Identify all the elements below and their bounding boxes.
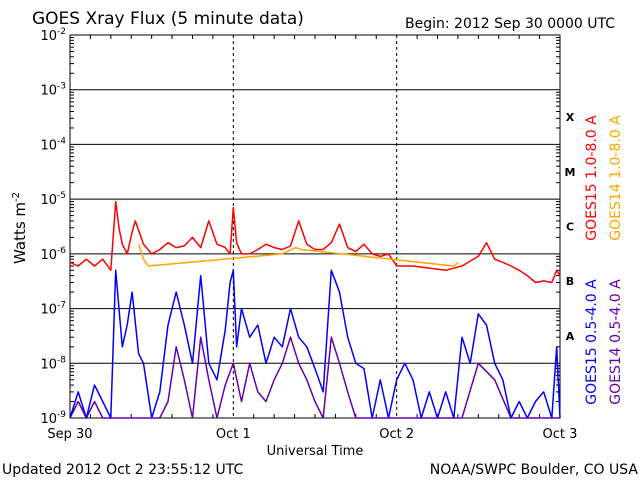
- flare-class-label: A: [566, 330, 575, 343]
- series-line-1: [137, 243, 460, 267]
- chart-title: GOES Xray Flux (5 minute data): [32, 9, 304, 29]
- y-tick-label: 10-8: [40, 355, 66, 372]
- series-line-3: [69, 336, 560, 419]
- x-tick-label: Sep 30: [47, 427, 92, 442]
- plot-frame: [69, 34, 561, 419]
- grid: [70, 35, 560, 418]
- legend-entry: GOES14 1.0-8.0 A: [608, 115, 624, 241]
- legend-entry: GOES14 0.5-4.0 A: [608, 279, 624, 405]
- x-tick-label: Oct 1: [216, 427, 251, 442]
- updated-timestamp: Updated 2012 Oct 2 23:55:12 UTC: [2, 462, 243, 478]
- series-line-0: [69, 200, 561, 284]
- y-tick-label: 10-3: [40, 82, 66, 99]
- series-line-2: [69, 269, 561, 419]
- series-lines: [69, 200, 561, 419]
- y-axis-label: Watts m-2: [11, 192, 29, 264]
- y-tick-label: 10-7: [40, 301, 66, 318]
- legend-entry: GOES15 1.0-8.0 A: [584, 115, 600, 241]
- flare-class-label: X: [566, 111, 575, 124]
- flare-class-label: M: [565, 166, 576, 179]
- x-tick-label: Oct 3: [543, 427, 578, 442]
- x-tick-label: Oct 2: [379, 427, 414, 442]
- axis-ticks: 10-9 10-8 10-7 10-6 10-5 10-4 10-3 10-2 Sep 30 Oc…: [40, 27, 577, 442]
- y-tick-label: 10-9: [40, 410, 66, 427]
- begin-time: Begin: 2012 Sep 30 0000 UTC: [405, 16, 615, 32]
- x-axis-label: Universal Time: [267, 444, 364, 459]
- y-tick-label: 10-2: [40, 27, 66, 44]
- source-credit: NOAA/SWPC Boulder, CO USA: [430, 462, 639, 478]
- legend: GOES15 1.0-8.0 A GOES14 1.0-8.0 A GOES15 0…: [584, 115, 624, 405]
- y-tick-label: 10-4: [40, 136, 66, 153]
- legend-entry: GOES15 0.5-4.0 A: [584, 279, 600, 405]
- flare-class-label: C: [566, 221, 574, 234]
- y-tick-label: 10-5: [40, 191, 66, 208]
- y-tick-label: 10-6: [40, 246, 66, 263]
- flare-class-label: B: [566, 275, 574, 288]
